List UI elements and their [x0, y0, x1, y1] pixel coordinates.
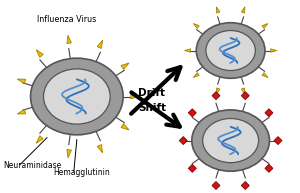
Polygon shape — [241, 92, 249, 100]
Polygon shape — [212, 92, 220, 100]
Polygon shape — [274, 137, 282, 145]
Polygon shape — [131, 94, 139, 99]
Ellipse shape — [196, 23, 265, 78]
Ellipse shape — [44, 69, 110, 124]
Polygon shape — [194, 73, 199, 78]
Text: Shift: Shift — [138, 103, 166, 113]
Ellipse shape — [203, 119, 259, 163]
Polygon shape — [17, 109, 26, 114]
Polygon shape — [97, 40, 103, 48]
Polygon shape — [212, 181, 220, 190]
Text: Influenza Virus: Influenza Virus — [37, 15, 96, 24]
Text: Drift: Drift — [138, 88, 165, 98]
Polygon shape — [242, 88, 245, 94]
Polygon shape — [67, 150, 71, 158]
Polygon shape — [216, 88, 220, 94]
Polygon shape — [216, 7, 220, 13]
Polygon shape — [67, 35, 71, 43]
Text: Hemagglutinin: Hemagglutinin — [53, 168, 110, 177]
Ellipse shape — [192, 110, 269, 171]
Ellipse shape — [31, 58, 123, 135]
Ellipse shape — [206, 30, 255, 70]
Polygon shape — [242, 7, 245, 13]
Polygon shape — [262, 73, 268, 78]
Polygon shape — [97, 145, 103, 153]
Polygon shape — [188, 164, 196, 172]
Polygon shape — [121, 124, 129, 130]
Polygon shape — [265, 164, 273, 172]
Polygon shape — [179, 137, 187, 145]
Text: Neuraminidase: Neuraminidase — [4, 161, 62, 170]
Polygon shape — [36, 50, 43, 57]
Polygon shape — [241, 181, 249, 190]
Polygon shape — [271, 49, 277, 52]
Polygon shape — [17, 79, 26, 84]
Polygon shape — [121, 63, 129, 69]
Polygon shape — [188, 109, 196, 117]
Polygon shape — [194, 24, 199, 28]
Polygon shape — [36, 136, 43, 143]
Polygon shape — [265, 109, 273, 117]
Polygon shape — [262, 24, 268, 28]
Polygon shape — [184, 49, 190, 52]
